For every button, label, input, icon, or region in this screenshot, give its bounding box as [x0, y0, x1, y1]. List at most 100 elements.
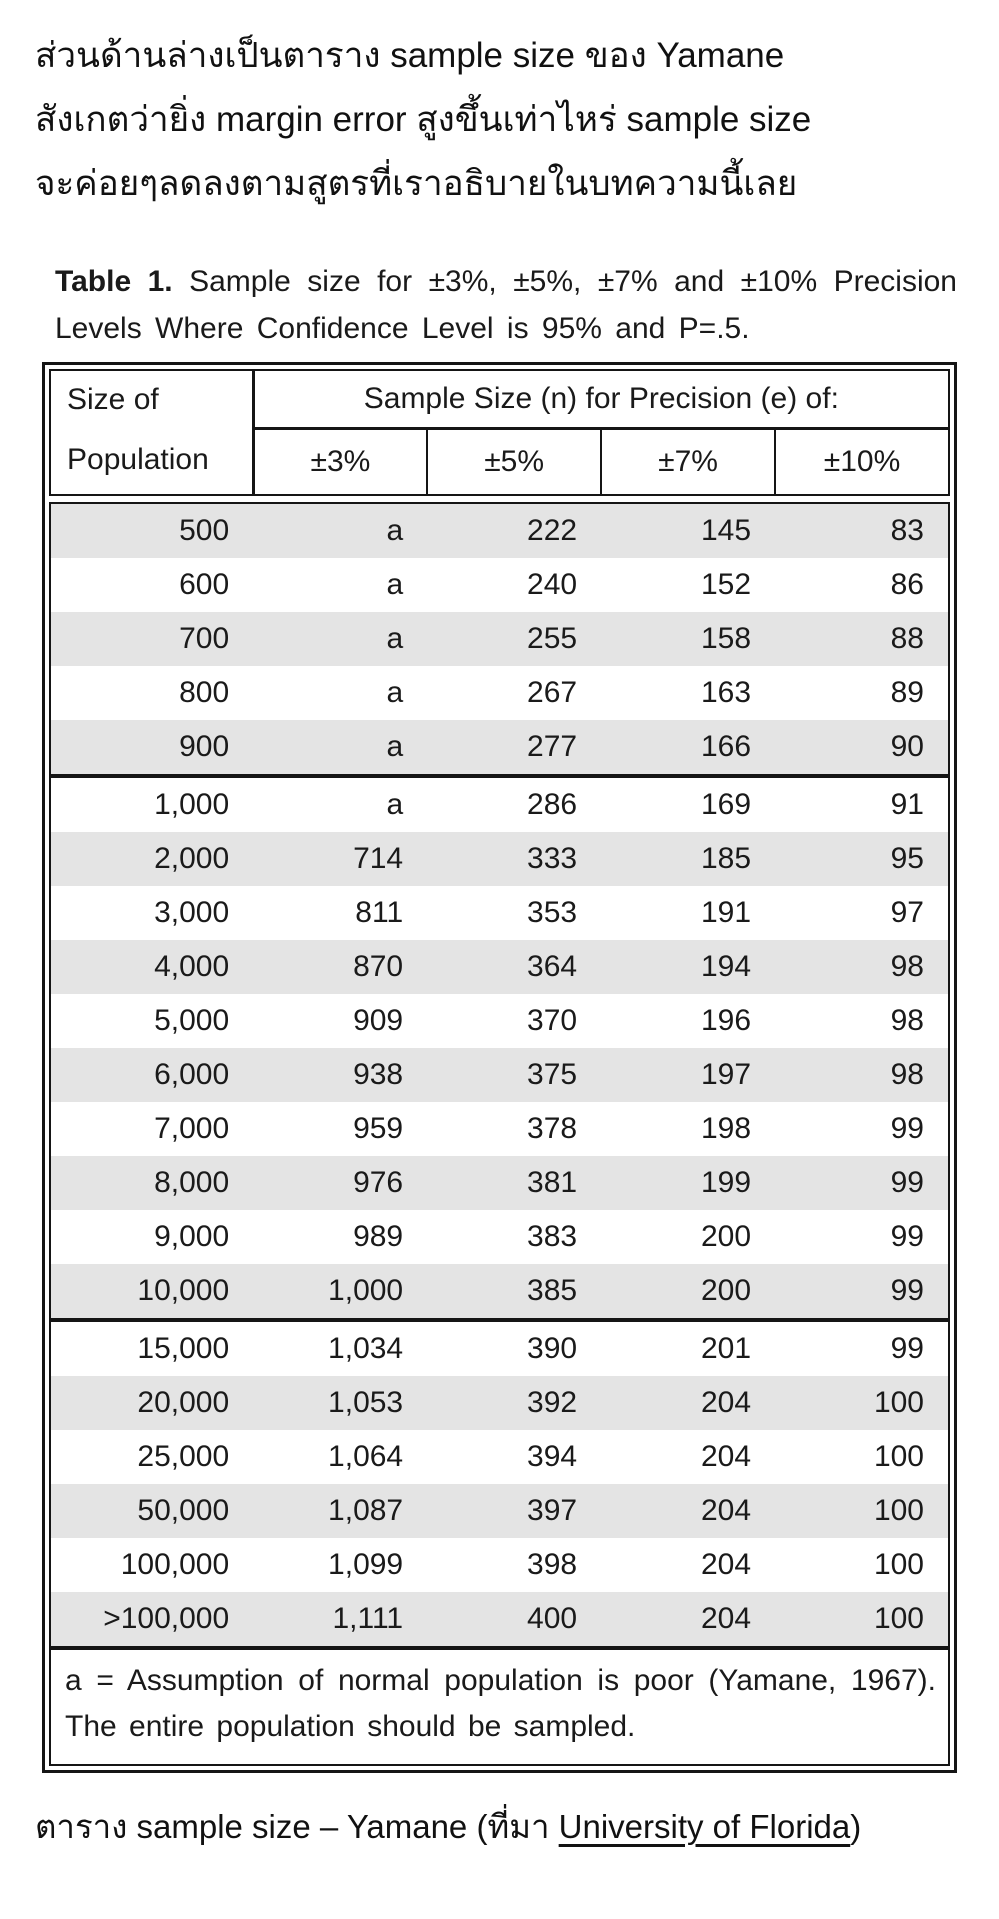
value-cell: 95	[890, 842, 924, 875]
col-header-3pct: ±3%	[310, 445, 371, 478]
col-header-sample-size-span: Sample Size (n) for Precision (e) of:	[253, 370, 949, 430]
value-cell: 1,034	[328, 1332, 404, 1365]
value-cell: 185	[700, 842, 752, 875]
value-cell: 197	[700, 1058, 752, 1091]
value-cell: 385	[527, 1274, 578, 1307]
value-cell: 1,064	[328, 1440, 404, 1473]
value-cell: 240	[527, 568, 578, 601]
table-row: 10,000 1,000 385 200 99	[50, 1264, 949, 1320]
value-cell: 392	[527, 1386, 578, 1419]
col-header-7pct: ±7%	[600, 428, 776, 495]
intro-paragraph: ส่วนด้านล่างเป็นตาราง sample size ของ Ya…	[35, 24, 971, 216]
table-row: 4,000 870 364 194 98	[50, 940, 949, 994]
population-cell: 9,000	[154, 1220, 230, 1253]
value-cell: 267	[527, 676, 578, 709]
value-cell: 364	[527, 950, 578, 983]
value-cell: a	[386, 730, 404, 763]
value-cell: 200	[700, 1274, 752, 1307]
value-cell: 198	[700, 1112, 752, 1145]
table-row: 6,000 938 375 197 98	[50, 1048, 949, 1102]
population-cell: 2,000	[154, 842, 230, 875]
value-cell: 100	[873, 1602, 924, 1635]
value-cell: 370	[527, 1004, 578, 1037]
population-cell: 500	[179, 514, 230, 547]
population-cell: 900	[179, 730, 230, 763]
value-cell: 989	[353, 1220, 404, 1253]
bottom-caption: ตาราง sample size – Yamane (ที่มา Univer…	[35, 1803, 971, 1851]
value-cell: 255	[527, 622, 578, 655]
value-cell: 333	[527, 842, 578, 875]
table-title-text: Sample size for ±3%, ±5%, ±7% and ±10% P…	[55, 265, 957, 345]
table-row: 600 a 240 152 86	[50, 558, 949, 612]
table-row: >100,000 1,111 400 204 100	[50, 1592, 949, 1648]
population-cell: 5,000	[154, 1004, 230, 1037]
col-header-5pct: ±5%	[426, 428, 602, 495]
caption-text: ตาราง sample size – Yamane (ที่มา	[35, 1808, 559, 1845]
size-of-label: Size of	[67, 383, 159, 416]
value-cell: 99	[890, 1274, 924, 1307]
table-row: 9,000 989 383 200 99	[50, 1210, 949, 1264]
population-cell: 6,000	[154, 1058, 230, 1091]
value-cell: 938	[353, 1058, 404, 1091]
value-cell: 204	[700, 1386, 752, 1419]
value-cell: 89	[890, 676, 924, 709]
table-row: 8,000 976 381 199 99	[50, 1156, 949, 1210]
table-body: 500 a 222 145 83 600 a 240 152 86 700 a …	[49, 502, 950, 1766]
value-cell: 398	[527, 1548, 578, 1581]
table-row: 20,000 1,053 392 204 100	[50, 1376, 949, 1430]
table-row: 2,000 714 333 185 95	[50, 832, 949, 886]
col-header-size-of-population: Size of Population	[50, 370, 255, 495]
value-cell: 277	[527, 730, 578, 763]
population-label: Population	[67, 443, 209, 476]
value-cell: 100	[873, 1440, 924, 1473]
value-cell: 100	[873, 1548, 924, 1581]
population-cell: >100,000	[103, 1602, 230, 1635]
value-cell: 99	[890, 1332, 924, 1365]
value-cell: 98	[890, 1004, 924, 1037]
value-cell: 88	[890, 622, 924, 655]
value-cell: 152	[700, 568, 752, 601]
table-title: Table 1. Sample size for ±3%, ±5%, ±7% a…	[55, 258, 957, 352]
value-cell: 97	[890, 896, 924, 929]
table-row: 7,000 959 378 198 99	[50, 1102, 949, 1156]
population-cell: 8,000	[154, 1166, 230, 1199]
col-header-10pct: ±10%	[774, 428, 949, 495]
population-cell: 10,000	[137, 1274, 230, 1307]
value-cell: 1,111	[332, 1602, 404, 1635]
population-cell: 800	[179, 676, 230, 709]
population-cell: 25,000	[137, 1440, 230, 1473]
value-cell: 196	[700, 1004, 752, 1037]
value-cell: 204	[700, 1602, 752, 1635]
table-row: 800 a 267 163 89	[50, 666, 949, 720]
value-cell: 158	[700, 622, 752, 655]
table-row: 5,000 909 370 196 98	[50, 994, 949, 1048]
value-cell: 99	[890, 1166, 924, 1199]
table-title-label: Table 1.	[55, 265, 173, 298]
table-row: 1,000 a 286 169 91	[50, 776, 949, 832]
population-cell: 3,000	[154, 896, 230, 929]
table-row: 100,000 1,099 398 204 100	[50, 1538, 949, 1592]
value-cell: 811	[355, 896, 404, 929]
value-cell: 222	[527, 514, 578, 547]
population-cell: 700	[179, 622, 230, 655]
population-cell: 1,000	[154, 788, 230, 821]
value-cell: 90	[890, 730, 924, 763]
value-cell: 1,053	[328, 1386, 404, 1419]
value-cell: 353	[527, 896, 578, 929]
value-cell: a	[386, 622, 404, 655]
table-row: 900 a 277 166 90	[50, 720, 949, 776]
population-cell: 20,000	[137, 1386, 230, 1419]
intro-line: จะค่อยๆลดลงตามสูตรที่เราอธิบายในบทความนี…	[35, 164, 798, 203]
value-cell: 83	[890, 514, 924, 547]
table-row: 25,000 1,064 394 204 100	[50, 1430, 949, 1484]
value-cell: 204	[700, 1494, 752, 1527]
value-cell: 1,087	[328, 1494, 404, 1527]
value-cell: 383	[527, 1220, 578, 1253]
value-cell: 145	[700, 514, 752, 547]
source-link[interactable]: University of Florida	[558, 1808, 851, 1845]
value-cell: 163	[700, 676, 752, 709]
value-cell: 959	[353, 1112, 404, 1145]
value-cell: a	[386, 568, 404, 601]
value-cell: 200	[700, 1220, 752, 1253]
